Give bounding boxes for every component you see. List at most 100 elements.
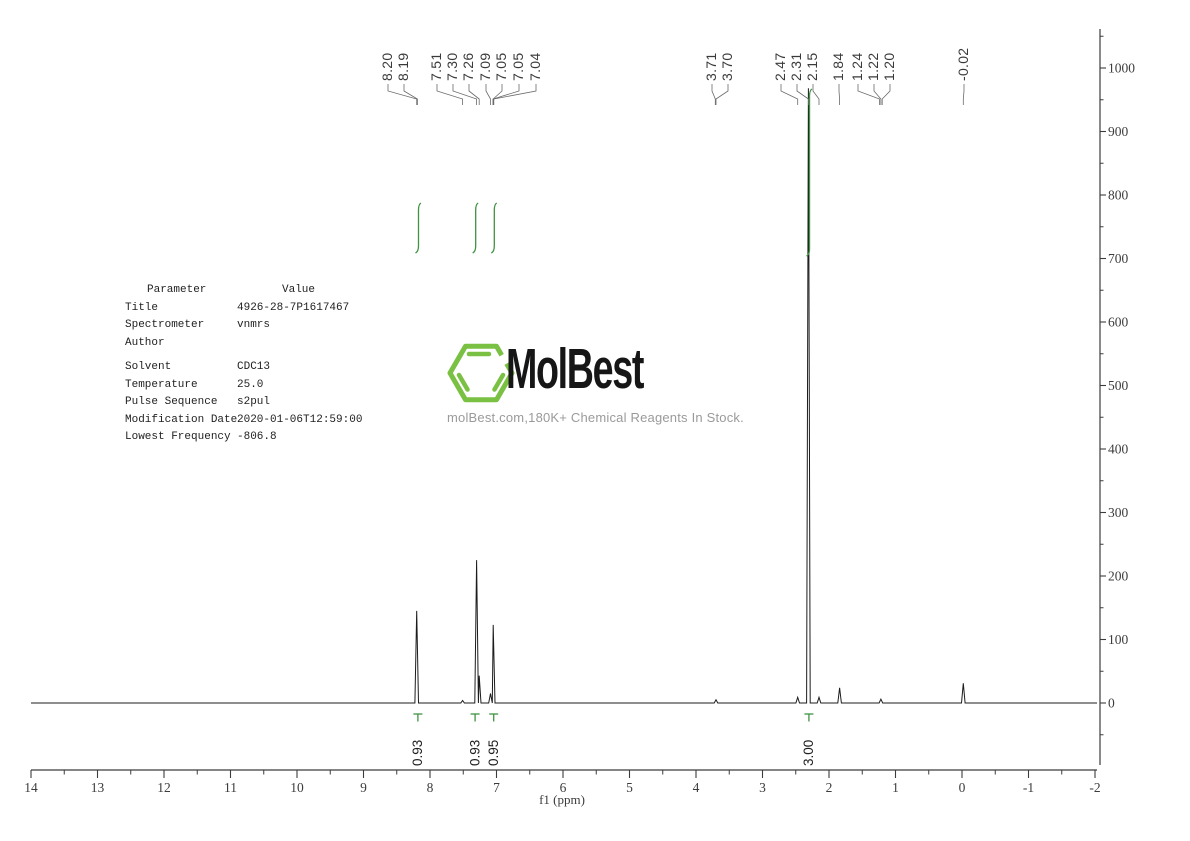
peak-label-connector: [715, 84, 729, 105]
peak-shift-label: 1.22: [865, 53, 881, 81]
peak-shift-label: 7.26: [460, 53, 476, 81]
tick-label: 700: [1108, 251, 1129, 266]
tick-label: 200: [1108, 569, 1129, 584]
brand-tagline: molBest.com,180K+ Chemical Reagents In S…: [447, 410, 744, 425]
peak-shift-label: 7.05: [510, 53, 526, 81]
peak-label-connector: [468, 84, 480, 105]
tick-label: 0: [1108, 696, 1115, 711]
tick-label: 11: [224, 780, 237, 795]
peak-label-connector: [881, 84, 891, 105]
param-header-value: Value: [282, 284, 316, 296]
peak-label-connector: [493, 84, 537, 105]
param-row-title: Title 4926-28-7P1617467: [125, 302, 435, 320]
peak-label-connector: [857, 84, 880, 105]
peak-label-connector: [387, 84, 418, 105]
tick-label: 1000: [1108, 61, 1135, 76]
param-row-temperature: Temperature 25.0: [125, 379, 435, 397]
peak-shift-label: 1.84: [830, 53, 846, 81]
tick-label: -2: [1089, 780, 1100, 795]
peak-shift-label: 7.51: [428, 53, 444, 81]
tick-label: 4: [693, 780, 700, 795]
param-label: Author: [125, 336, 165, 349]
tick-label: 13: [91, 780, 105, 795]
double-bond-lower-right: [492, 372, 506, 392]
peak-shift-label: 1.24: [849, 53, 865, 81]
param-row-modification-date: Modification Date 2020-01-06T12:59:00: [125, 414, 435, 432]
tick-label: 300: [1108, 505, 1129, 520]
benzene-hexagon-icon: [447, 343, 515, 403]
tick-label: 600: [1108, 315, 1129, 330]
param-value: s2pul: [237, 396, 271, 408]
peak-label-connector: [492, 84, 503, 105]
integral-value: 0.95: [486, 740, 501, 766]
tick-label: 500: [1108, 378, 1129, 393]
spectrum-trace: [31, 88, 1097, 704]
tick-label: 100: [1108, 632, 1129, 647]
tick-label: 400: [1108, 442, 1129, 457]
tick-label: 6: [560, 780, 567, 795]
param-label: Solvent: [125, 361, 172, 373]
tick-label: -1: [1023, 780, 1034, 795]
peak-label-connector: [838, 84, 840, 105]
tick-label: 1: [892, 780, 899, 795]
peak-label-connector: [403, 84, 418, 105]
tick-label: 10: [290, 780, 304, 795]
param-row-author: Author: [125, 337, 435, 355]
peak-label-connector: [812, 84, 820, 105]
double-bond-lower-left: [456, 372, 470, 392]
peak-shift-label: 7.30: [444, 53, 460, 81]
peak-shift-label: 3.71: [703, 53, 719, 81]
brand-name: MolBest: [506, 337, 644, 401]
peak-shift-label: 1.20: [881, 53, 897, 81]
peak-shift-label: 7.05: [493, 53, 509, 81]
peak-shift-label: 8.19: [395, 53, 411, 81]
tick-label: 800: [1108, 188, 1129, 203]
param-row-spectrometer: Spectrometer vnmrs: [125, 319, 435, 337]
peak-shift-label: -0.02: [955, 48, 971, 81]
param-label: Spectrometer: [125, 319, 205, 331]
param-label: Lowest Frequency: [125, 431, 231, 443]
tick-label: 2: [826, 780, 833, 795]
peak-label-connector: [780, 84, 799, 105]
peak-label-connector: [452, 84, 478, 105]
param-value: vnmrs: [237, 319, 271, 331]
peak-shift-label: 7.04: [527, 53, 543, 81]
param-row-solvent: Solvent CDC13: [125, 361, 435, 379]
tick-label: 3: [759, 780, 766, 795]
peak-shift-label: 3.70: [719, 53, 735, 81]
param-row-pulse-sequence: Pulse Sequence s2pul: [125, 396, 435, 414]
integral-curve: [490, 202, 498, 254]
integral-curve: [415, 202, 422, 254]
param-label: Title: [125, 301, 159, 314]
tick-label: 8: [427, 780, 434, 795]
param-header-label: Parameter: [147, 284, 207, 296]
hexagon-outline: [447, 343, 515, 403]
peak-shift-label: 2.31: [788, 53, 804, 81]
param-value: 25.0: [237, 378, 264, 391]
param-value: 4926-28-7P1617467: [237, 301, 350, 314]
peak-label-connector: [796, 84, 809, 105]
peak-shift-label: 8.20: [379, 53, 395, 81]
peak-label-connector: [485, 84, 491, 105]
peak-shift-label: 2.15: [804, 53, 820, 81]
tick-label: 14: [24, 780, 38, 795]
peak-label-connector: [962, 84, 965, 105]
param-value: CDC13: [237, 361, 271, 373]
tick-label: 0: [959, 780, 966, 795]
tick-label: 5: [626, 780, 633, 795]
param-value: -806.8: [237, 431, 277, 443]
integral-value: 0.93: [467, 740, 482, 766]
integral-curve: [472, 202, 479, 254]
tick-label: 12: [157, 780, 171, 795]
tick-label: 9: [360, 780, 367, 795]
param-value: 2020-01-06T12:59:00: [237, 413, 363, 426]
hexagon-gap: [498, 353, 511, 366]
integral-curve: [806, 88, 813, 257]
tick-label: 7: [493, 780, 500, 795]
peak-shift-label: 7.09: [477, 53, 493, 81]
param-label: Modification Date: [125, 413, 238, 426]
peak-label-connector: [873, 84, 882, 105]
peak-shift-label: 2.47: [772, 53, 788, 81]
